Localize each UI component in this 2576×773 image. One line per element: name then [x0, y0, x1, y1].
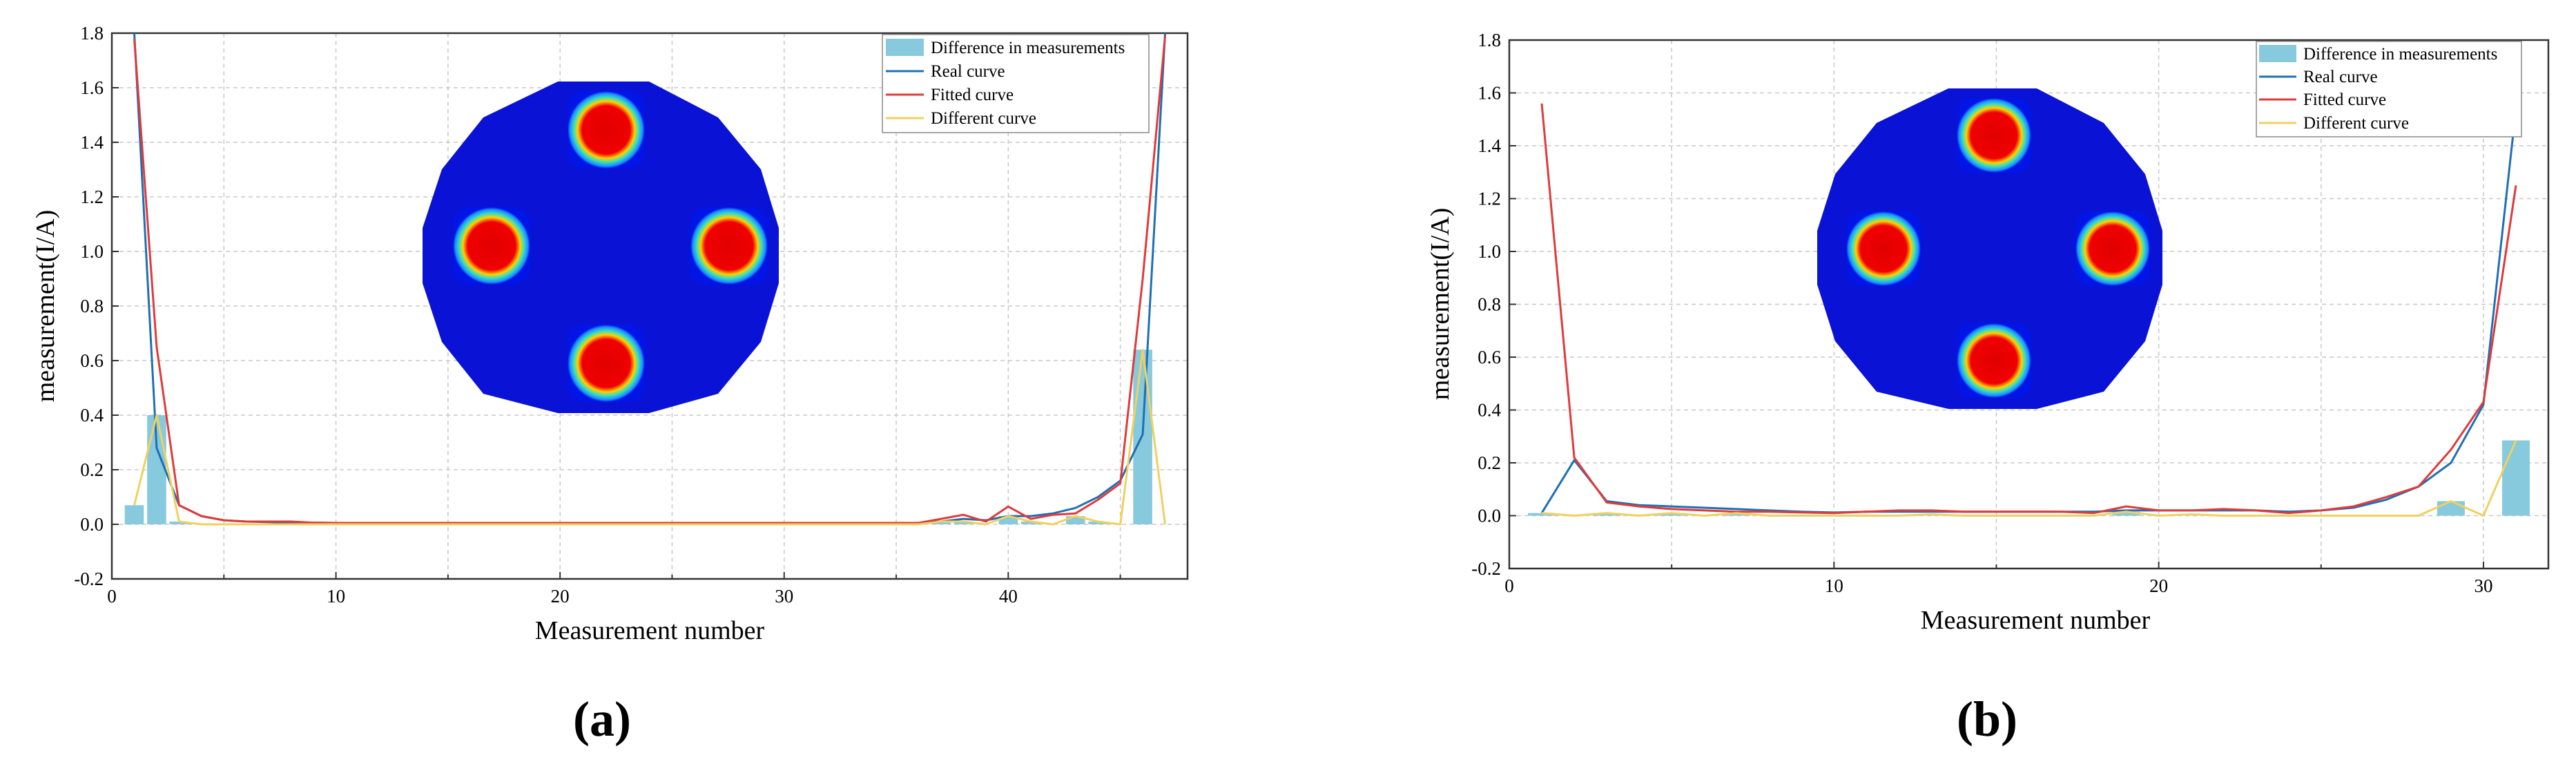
- difference-bar-a: [998, 516, 1018, 524]
- legend-a: Difference in measurements Real curve Fi…: [882, 34, 1150, 133]
- y-tick-label-a: 1.0: [80, 241, 104, 262]
- y-tick-label-b: 1.2: [1478, 189, 1501, 209]
- panel-label-a: (a): [573, 691, 631, 747]
- lines-a: [133, 32, 1166, 526]
- y-tick-label-b: 1.6: [1478, 83, 1501, 104]
- inset-inclusion-top-b: [1957, 98, 2031, 173]
- x-tick-label-a: 0: [107, 586, 117, 607]
- different-curve-line-b: [1541, 439, 2517, 517]
- chart-panel-a: -0.2 0.0 0.2 0.4 0.6 0.8 1.0 1.2 1.4 1.6 1.8 0 10 20 3…: [31, 23, 1189, 747]
- legend-label-difference-b: Difference in measurements: [2303, 45, 2497, 64]
- legend-box-a: [882, 34, 1150, 133]
- difference-bar-a: [1088, 522, 1107, 524]
- legend-label-real-b: Real curve: [2303, 68, 2378, 86]
- y-tick-label-b: -0.2: [1471, 558, 1501, 579]
- legend-label-different-b: Different curve: [2303, 114, 2409, 133]
- difference-bar-a: [1065, 516, 1085, 524]
- y-tick-label-b: 0.4: [1478, 400, 1501, 421]
- y-tick-label-b: 0.0: [1478, 506, 1501, 526]
- legend-label-fitted-a: Fitted curve: [931, 86, 1014, 104]
- difference-bar-b: [1658, 513, 1686, 516]
- fitted-curve-line-b: [1540, 103, 2517, 515]
- y-tick-label-a: 0.4: [80, 405, 104, 426]
- inset-image-b: [1817, 88, 2162, 409]
- y-tick-label-a: 1.6: [80, 77, 104, 98]
- fitted-curve-line-a: [133, 35, 1166, 524]
- axis-ticks-b: -0.2 0.0 0.2 0.4 0.6 0.8 1.0 1.2 1.4 1.6 1.8 0 10 20 3…: [1471, 30, 2492, 596]
- legend-bar-swatch-b: [2259, 45, 2296, 62]
- x-tick-label-b: 30: [2474, 575, 2492, 596]
- difference-bar-a: [931, 522, 951, 524]
- xlabel-b: Measurement number: [1921, 606, 2151, 635]
- bars-b: [1528, 440, 2530, 516]
- y-tick-label-a: 1.8: [80, 23, 104, 44]
- inset-inclusion-left-a: [453, 207, 530, 285]
- ylabel-b: measurement(I/A): [1426, 208, 1455, 401]
- legend-b: Difference in measurements Real curve Fi…: [2256, 41, 2522, 137]
- difference-bar-a: [1020, 522, 1040, 524]
- chart-panel-b: -0.2 0.0 0.2 0.4 0.6 0.8 1.0 1.2 1.4 1.6 1.8 0 10 20 3…: [1426, 30, 2550, 747]
- difference-bar-a: [169, 522, 189, 524]
- difference-bar-b: [1528, 513, 1556, 516]
- difference-bar-b: [1723, 513, 1751, 516]
- xlabel-a: Measurement number: [535, 616, 765, 645]
- lines-b: [1540, 103, 2517, 517]
- legend-label-fitted-b: Fitted curve: [2303, 90, 2386, 109]
- legend-bar-swatch-a: [886, 39, 924, 56]
- inset-inclusion-right-b: [2075, 211, 2150, 286]
- y-tick-label-b: 0.2: [1478, 452, 1501, 473]
- y-tick-label-b: 0.6: [1478, 347, 1501, 368]
- y-tick-label-a: 0.8: [80, 296, 104, 316]
- inset-image-a: [423, 82, 779, 413]
- y-tick-label-a: 0.2: [80, 459, 104, 480]
- difference-bar-b: [2112, 511, 2140, 516]
- bars-a: [124, 350, 1152, 524]
- difference-bar-a: [953, 522, 974, 524]
- legend-box-b: [2256, 41, 2522, 137]
- inset-inclusion-right-a: [690, 207, 768, 285]
- difference-bar-b: [2501, 440, 2530, 516]
- y-tick-label-a: -0.2: [74, 569, 104, 589]
- inset-inclusion-bottom-a: [568, 325, 645, 402]
- x-tick-label-b: 0: [1504, 575, 1514, 596]
- inset-inclusion-top-a: [568, 91, 645, 169]
- difference-bar-b: [2437, 501, 2465, 516]
- y-tick-label-b: 1.8: [1478, 30, 1501, 50]
- panel-label-b: (b): [1957, 691, 2017, 747]
- x-tick-label-b: 20: [2149, 575, 2168, 596]
- x-tick-label-a: 20: [551, 586, 570, 607]
- ylabel-a: measurement(I/A): [31, 210, 60, 403]
- legend-label-real-a: Real curve: [931, 62, 1005, 81]
- y-tick-label-a: 1.2: [80, 187, 104, 207]
- x-tick-label-a: 40: [999, 586, 1018, 607]
- different-curve-line-a: [133, 348, 1166, 526]
- inset-inclusion-left-b: [1846, 211, 1921, 286]
- inset-inclusion-bottom-b: [1957, 323, 2031, 398]
- difference-bar-a: [124, 505, 144, 524]
- x-tick-label-b: 10: [1825, 575, 1843, 596]
- difference-bar-a: [1133, 350, 1152, 524]
- y-tick-label-a: 1.4: [80, 132, 104, 153]
- inset-domain-disc-b: [1817, 88, 2162, 409]
- y-tick-label-a: 0.6: [80, 350, 104, 371]
- y-tick-label-b: 1.4: [1478, 135, 1501, 156]
- y-tick-label-a: 0.0: [80, 514, 104, 535]
- y-tick-label-b: 0.8: [1478, 294, 1501, 315]
- axis-ticks-a: -0.2 0.0 0.2 0.4 0.6 0.8 1.0 1.2 1.4 1.6 1.8 0 10 20 3…: [74, 23, 1121, 607]
- inset-domain-disc-a: [423, 82, 779, 413]
- x-tick-label-a: 10: [327, 586, 345, 607]
- x-tick-label-a: 30: [775, 586, 793, 607]
- legend-label-different-a: Different curve: [931, 109, 1036, 128]
- difference-bar-b: [1593, 513, 1621, 516]
- y-tick-label-b: 1.0: [1478, 241, 1501, 262]
- legend-label-difference-a: Difference in measurements: [931, 39, 1125, 57]
